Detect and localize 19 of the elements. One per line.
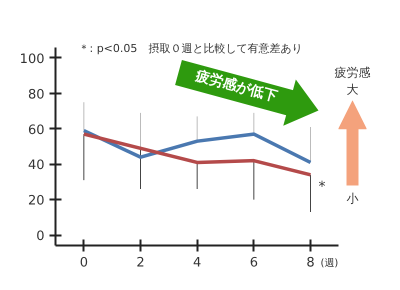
x-tick-label: 6 [250, 256, 258, 271]
y-tick-label: 60 [28, 122, 45, 138]
y-tick-label: 100 [20, 52, 45, 67]
x-tick-label: 2 [136, 256, 145, 271]
annotation: 疲労感が低下 [192, 66, 280, 106]
y-tick-label: 40 [28, 158, 45, 174]
y-tick-label: 80 [28, 87, 45, 102]
text: 小 [346, 192, 358, 206]
y-tick-label: 0 [36, 229, 45, 244]
x-tick-label: 8 [306, 256, 315, 271]
x-tick-label: 4 [193, 256, 202, 271]
x-axis-title: (週) [320, 258, 338, 270]
y-tick-label: 20 [28, 194, 45, 209]
text: 大 [346, 82, 358, 96]
annotation: 疲労感 [334, 66, 370, 80]
line-series [82, 132, 312, 177]
annotation: * [318, 178, 326, 195]
x-tick-label: 0 [80, 256, 88, 271]
annotation: ＊: p<0.05 摂取０週と比較して有意差あり [78, 42, 302, 55]
